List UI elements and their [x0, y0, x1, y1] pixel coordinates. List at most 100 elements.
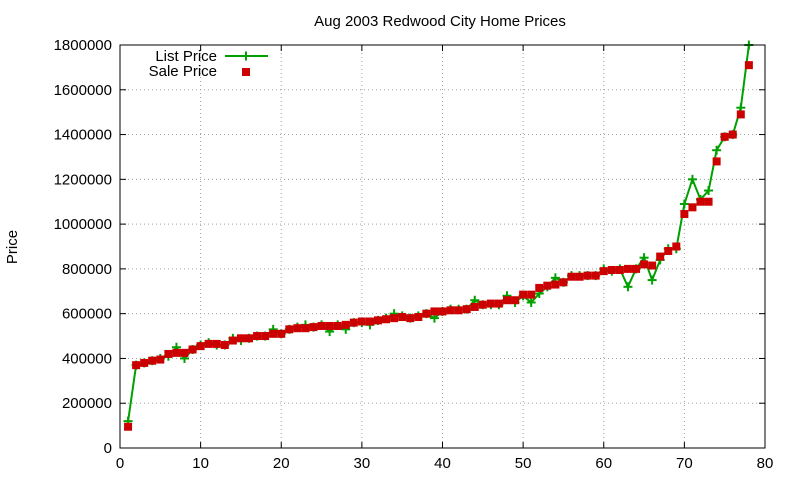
sale-price-point [583, 271, 592, 280]
sale-price-point [696, 197, 705, 206]
sale-price-point [632, 264, 640, 273]
sale-price-point [414, 313, 423, 322]
sale-price-point [406, 314, 415, 323]
sale-price-point [567, 272, 576, 281]
sale-price-point [559, 278, 568, 287]
sale-price-point [462, 305, 471, 314]
sale-price-points [124, 61, 753, 431]
sale-price-point [494, 299, 503, 308]
x-tick-label: 0 [116, 455, 124, 472]
x-tick-label: 30 [354, 455, 371, 472]
sale-price-point [744, 61, 753, 70]
plot-frame [119, 44, 766, 449]
sale-price-point [712, 157, 721, 166]
sale-price-point [365, 317, 374, 326]
sale-price-point [333, 321, 342, 330]
sale-price-point [148, 356, 157, 365]
sale-price-point [390, 314, 399, 323]
sale-price-point [519, 290, 528, 299]
legend-label-list-price: List Price [155, 48, 217, 65]
sale-price-point [325, 321, 334, 330]
sale-price-point [277, 329, 286, 338]
sale-price-point [357, 317, 366, 326]
list-price-point [687, 174, 697, 184]
x-tick-label: 40 [434, 455, 451, 472]
sale-price-point [349, 318, 358, 327]
sale-price-point [317, 321, 326, 330]
sale-price-point [680, 210, 689, 219]
sale-price-point [591, 271, 600, 280]
sale-price-point [212, 339, 221, 348]
sale-price-point [204, 339, 213, 348]
sale-price-point [422, 309, 431, 318]
sale-price-point [454, 306, 463, 315]
y-tick-label: 400000 [62, 350, 112, 367]
sale-price-point [188, 345, 197, 354]
sale-price-point [486, 299, 495, 308]
sale-price-point [253, 332, 262, 341]
sale-price-point [172, 348, 181, 357]
y-tick-label: 1800000 [54, 37, 112, 54]
sale-price-point [430, 307, 439, 316]
sale-price-point [704, 197, 713, 206]
sale-price-point [728, 130, 737, 139]
sale-price-point [132, 361, 141, 370]
sale-price-point [309, 323, 318, 332]
sale-price-point [374, 316, 382, 325]
list-price-point [647, 275, 657, 285]
sale-price-point [180, 348, 189, 357]
legend-marker-sale-price [242, 68, 250, 76]
sale-price-point [285, 325, 294, 334]
sale-price-point [575, 272, 584, 281]
sale-price-point [196, 342, 205, 351]
sale-price-point [438, 307, 447, 316]
sale-price-point [615, 266, 624, 275]
y-tick-label: 1200000 [54, 171, 112, 188]
sale-price-point [656, 252, 665, 261]
list-price-point [526, 297, 536, 307]
list-price-line [127, 44, 750, 422]
sale-price-point [623, 264, 632, 273]
sale-price-point [164, 349, 173, 358]
list-price-points [123, 40, 754, 426]
sale-price-point [236, 334, 245, 343]
sale-price-point [269, 329, 278, 338]
list-price-point [679, 199, 689, 209]
sale-price-point [124, 422, 133, 431]
sale-price-point [551, 280, 560, 289]
chart-title: Aug 2003 Redwood City Home Prices [314, 13, 566, 30]
sale-price-point [156, 355, 165, 364]
y-tick-label: 1000000 [54, 216, 112, 233]
y-tick-label: 1600000 [54, 82, 112, 99]
sale-price-point [261, 332, 270, 341]
sale-price-point [736, 110, 745, 119]
sale-price-point [140, 358, 149, 367]
sale-price-point [220, 341, 229, 350]
sale-price-point [511, 296, 520, 305]
sale-price-point [599, 267, 608, 276]
sale-price-point [648, 261, 657, 270]
sale-price-point [382, 315, 391, 324]
sale-price-point [245, 334, 253, 343]
sale-price-point [640, 260, 649, 269]
y-tick-label: 600000 [62, 306, 112, 323]
sale-price-point [341, 320, 350, 329]
sale-price-point [503, 296, 511, 305]
x-tick-label: 80 [757, 455, 774, 472]
sale-price-point [672, 242, 681, 251]
y-tick-label: 800000 [62, 261, 112, 278]
y-tick-label: 0 [104, 440, 112, 457]
legend-label-sale-price: Sale Price [149, 63, 217, 80]
sale-price-point [664, 246, 673, 255]
x-tick-label: 10 [192, 455, 209, 472]
list-price-point [712, 145, 722, 155]
legend-marker-list-price [241, 51, 251, 61]
x-tick-label: 20 [273, 455, 290, 472]
x-tick-label: 50 [515, 455, 532, 472]
sale-price-point [607, 266, 616, 275]
y-tick-label: 1400000 [54, 127, 112, 144]
x-tick-label: 70 [676, 455, 693, 472]
y-tick-label: 200000 [62, 395, 112, 412]
series-layer [123, 40, 754, 431]
